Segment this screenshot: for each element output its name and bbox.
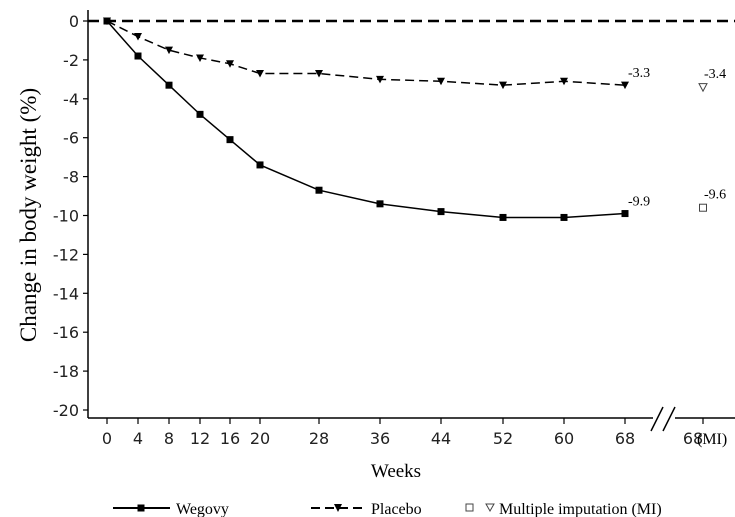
y-tick-label: -6 xyxy=(63,129,79,148)
data-point-placebo xyxy=(196,54,204,62)
legend-wegovy-marker xyxy=(137,504,145,512)
end-value-label-placebo: -3.3 xyxy=(628,66,650,81)
x-tick-label: 52 xyxy=(493,429,513,448)
data-point-placebo xyxy=(103,17,111,25)
data-point-wegovy xyxy=(165,81,173,89)
x-tick-label: 0 xyxy=(102,429,112,448)
legend-mi-square-icon xyxy=(465,503,474,512)
x-tick-label-mi-suffix: (MI) xyxy=(697,431,727,448)
data-point-placebo xyxy=(437,77,445,86)
legend-mi-label: Multiple imputation (MI) xyxy=(499,501,662,517)
mi-value-label-placebo: -3.4 xyxy=(704,67,726,82)
data-point-placebo xyxy=(499,81,507,90)
legend-mi-triangle-icon xyxy=(485,503,495,513)
axis-break-mark xyxy=(650,406,664,432)
data-point-placebo xyxy=(134,33,142,41)
data-point-placebo xyxy=(376,75,384,84)
y-tick-label: -8 xyxy=(63,168,79,187)
data-point-placebo xyxy=(560,77,568,86)
legend-placebo-marker xyxy=(334,504,342,512)
data-point-placebo xyxy=(621,81,629,90)
data-point-wegovy xyxy=(499,213,507,221)
x-axis-label: Weeks xyxy=(371,461,421,482)
data-point-wegovy xyxy=(560,213,568,221)
mi-value-label-wegovy: -9.6 xyxy=(704,188,726,203)
data-point-wegovy xyxy=(376,200,384,208)
x-tick-label: 44 xyxy=(431,429,451,448)
x-tick-label: 12 xyxy=(190,429,210,448)
x-tick-label: 8 xyxy=(164,429,174,448)
mi-point-wegovy xyxy=(699,203,707,212)
x-tick-label-mi: 68 xyxy=(683,429,703,448)
data-point-wegovy xyxy=(226,136,234,144)
data-point-wegovy xyxy=(256,161,264,169)
y-tick-label: 0 xyxy=(69,12,79,31)
y-tick-label: -20 xyxy=(53,401,79,420)
legend: Wegovy Placebo Multiple imputation (MI) xyxy=(113,501,662,517)
y-tick-label: -18 xyxy=(53,362,79,381)
axis-break-mark xyxy=(662,406,676,432)
y-tick-label: -14 xyxy=(53,284,79,303)
y-tick-label: -10 xyxy=(53,207,79,226)
data-point-wegovy xyxy=(315,186,323,194)
data-point-wegovy xyxy=(134,52,142,60)
series-line-wegovy xyxy=(106,20,626,219)
y-tick-label: -16 xyxy=(53,323,79,342)
data-point-placebo xyxy=(226,60,234,68)
legend-wegovy-label: Wegovy xyxy=(176,501,229,517)
data-point-placebo xyxy=(256,70,264,78)
data-point-wegovy xyxy=(621,210,629,218)
x-tick-label: 36 xyxy=(370,429,390,448)
series-line-placebo xyxy=(106,20,626,86)
data-point-wegovy xyxy=(437,208,445,216)
end-value-label-wegovy: -9.9 xyxy=(628,195,650,210)
y-tick-label: -2 xyxy=(63,51,79,70)
data-point-placebo xyxy=(165,46,173,55)
x-tick-label: 20 xyxy=(250,429,270,448)
mi-point-placebo xyxy=(698,83,708,93)
x-tick-label: 28 xyxy=(309,429,329,448)
y-tick-label: -4 xyxy=(63,90,79,109)
data-point-placebo xyxy=(315,70,323,78)
x-tick-label: 16 xyxy=(220,429,240,448)
x-tick-label: 60 xyxy=(554,429,574,448)
legend-placebo-label: Placebo xyxy=(371,501,422,517)
x-tick-label: 4 xyxy=(133,429,143,448)
y-tick-label: -12 xyxy=(53,245,79,264)
data-point-wegovy xyxy=(196,110,204,118)
y-axis-label: Change in body weight (%) xyxy=(16,88,41,342)
x-tick-label: 68 xyxy=(615,429,635,448)
